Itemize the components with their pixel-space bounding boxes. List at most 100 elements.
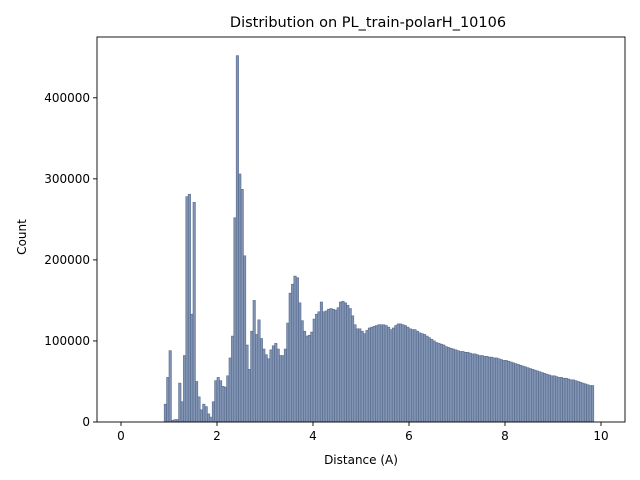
- x-axis-label: Distance (A): [324, 453, 398, 467]
- histogram-bar: [303, 330, 307, 423]
- histogram-bar: [531, 369, 535, 423]
- histogram-bar: [334, 309, 338, 423]
- histogram-bar: [403, 325, 407, 423]
- histogram-bar: [447, 347, 451, 423]
- histogram-bar: [286, 322, 290, 423]
- histogram-bar: [168, 350, 172, 423]
- histogram-bar: [389, 329, 393, 423]
- histogram-bar: [197, 396, 201, 423]
- histogram-bar: [490, 356, 494, 423]
- histogram-bar: [579, 381, 583, 423]
- histogram-bar: [456, 350, 460, 423]
- histogram-bar: [267, 358, 271, 423]
- histogram-bar: [499, 359, 503, 423]
- histogram-bar: [274, 343, 278, 423]
- histogram-bar: [427, 337, 431, 423]
- histogram-bar: [547, 374, 551, 423]
- histogram-bar: [497, 358, 501, 423]
- histogram-bar: [583, 383, 587, 423]
- histogram-bar: [545, 373, 549, 423]
- histogram-bar: [463, 351, 467, 423]
- histogram-bar: [183, 355, 187, 423]
- histogram-bar: [343, 302, 347, 423]
- histogram-bar: [461, 351, 465, 423]
- histogram-bar: [298, 302, 302, 423]
- histogram-bar: [190, 313, 194, 423]
- histogram-bar: [483, 356, 487, 423]
- histogram-bar: [226, 375, 230, 423]
- histogram-bar: [370, 326, 374, 423]
- histogram-bar: [240, 189, 244, 423]
- axes: 0 2 4 6 8 10 0 100000 200000 300000 400000: [44, 36, 626, 443]
- histogram-bar: [459, 351, 463, 423]
- histogram-bar: [216, 377, 220, 423]
- histogram-bar: [555, 376, 559, 423]
- histogram-bar: [291, 283, 295, 423]
- histogram-bar: [423, 334, 427, 423]
- histogram-bar: [418, 332, 422, 423]
- histogram-bar: [413, 329, 417, 423]
- histogram-bar: [511, 362, 515, 423]
- histogram-bar: [360, 330, 364, 423]
- histogram-bar: [262, 348, 266, 423]
- histogram-bar: [576, 381, 580, 423]
- histogram-bar: [322, 311, 326, 423]
- histogram-bar: [231, 335, 235, 423]
- histogram-bar: [195, 381, 199, 423]
- histogram-bar: [533, 369, 537, 423]
- histogram-bar: [437, 343, 441, 423]
- histogram-bar: [487, 356, 491, 423]
- histogram-bar: [519, 364, 523, 423]
- histogram-bar: [324, 310, 328, 423]
- chart-title: Distribution on PL_train-polarH_10106: [230, 15, 506, 31]
- histogram-bar: [214, 380, 218, 423]
- histogram-bar: [279, 355, 283, 423]
- histogram-bar: [365, 330, 369, 423]
- histogram-bar: [300, 320, 304, 423]
- histogram-bar: [375, 325, 379, 423]
- histogram-bar: [528, 368, 532, 423]
- x-tick-label: 2: [213, 429, 221, 443]
- histogram-bar: [442, 344, 446, 423]
- histogram-bar: [207, 413, 211, 423]
- histogram-bar: [180, 401, 184, 423]
- histogram-bar: [192, 202, 196, 423]
- histogram-bar: [367, 327, 371, 423]
- histogram-bar: [199, 409, 203, 423]
- histogram-bar: [454, 349, 458, 423]
- histogram-bar: [557, 377, 561, 423]
- histogram-bar: [252, 300, 256, 423]
- y-tick-label: 0: [82, 415, 90, 429]
- histogram-bar: [394, 325, 398, 423]
- x-tick-label: 0: [117, 429, 125, 443]
- histogram-bar: [209, 416, 213, 423]
- histogram-bar: [439, 343, 443, 423]
- histogram-bar: [471, 353, 475, 423]
- histogram-bar: [569, 379, 573, 423]
- histogram-bar: [187, 193, 191, 423]
- histogram-bar: [358, 328, 362, 423]
- histogram-bar: [281, 355, 285, 423]
- histogram-bar: [293, 275, 297, 423]
- histogram-bar: [588, 385, 592, 423]
- histogram-bar: [521, 365, 525, 423]
- histogram-bar: [391, 327, 395, 423]
- histogram-bar: [415, 330, 419, 423]
- histogram-bar: [233, 217, 237, 423]
- histogram-bar: [315, 313, 319, 423]
- histogram-bar: [204, 406, 208, 423]
- histogram-bar: [475, 354, 479, 423]
- histogram-bar: [336, 307, 340, 423]
- histogram-bar: [327, 309, 331, 423]
- histogram-bar: [346, 304, 350, 423]
- histogram-bar: [509, 361, 513, 423]
- histogram-bar: [382, 324, 386, 423]
- histogram-bar: [353, 324, 357, 423]
- histogram-bar: [502, 360, 506, 423]
- histogram-bar: [538, 371, 542, 423]
- histogram-bar: [504, 360, 508, 423]
- x-tick-label: 4: [309, 429, 317, 443]
- x-tick-label: 10: [593, 429, 608, 443]
